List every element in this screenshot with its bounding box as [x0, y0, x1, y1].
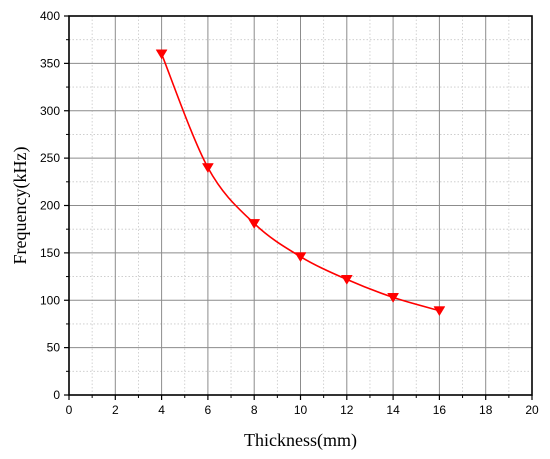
data-point-marker [387, 293, 400, 303]
x-tick-labels: 0 2 4 6 8 10 12 14 16 18 20 [66, 403, 539, 417]
x-tick-label: 6 [205, 403, 212, 417]
y-tick-label: 150 [40, 246, 60, 260]
series-markers [155, 49, 446, 317]
grid-major [69, 16, 532, 395]
x-tick-label: 8 [251, 403, 258, 417]
axis-ticks [64, 15, 533, 400]
y-tick-label: 200 [40, 199, 60, 213]
x-tick-label: 18 [479, 403, 493, 417]
data-point-marker [201, 163, 214, 174]
data-point-marker [433, 306, 446, 317]
y-tick-label: 250 [40, 151, 60, 165]
data-point-marker [248, 219, 261, 229]
x-axis-title: Thickness(mm) [244, 430, 357, 451]
y-tick-label: 300 [40, 104, 60, 118]
y-tick-label: 0 [53, 388, 60, 402]
x-tick-label: 0 [66, 403, 73, 417]
y-tick-label: 100 [40, 293, 60, 307]
data-point-marker [340, 275, 353, 285]
y-tick-label: 50 [47, 341, 61, 355]
data-point-marker [155, 49, 168, 60]
x-tick-label: 10 [294, 403, 308, 417]
x-tick-label: 4 [158, 403, 165, 417]
x-tick-label: 16 [433, 403, 447, 417]
x-tick-label: 14 [386, 403, 400, 417]
x-tick-label: 12 [340, 403, 354, 417]
y-tick-label: 350 [40, 56, 60, 70]
data-point-marker [294, 252, 307, 263]
y-tick-label: 400 [40, 9, 60, 23]
x-tick-label: 2 [112, 403, 119, 417]
y-tick-labels: 0 50 100 150 200 250 300 350 400 [40, 9, 60, 402]
y-axis-title: Frequency(kHz) [10, 147, 31, 265]
x-tick-label: 20 [525, 403, 539, 417]
